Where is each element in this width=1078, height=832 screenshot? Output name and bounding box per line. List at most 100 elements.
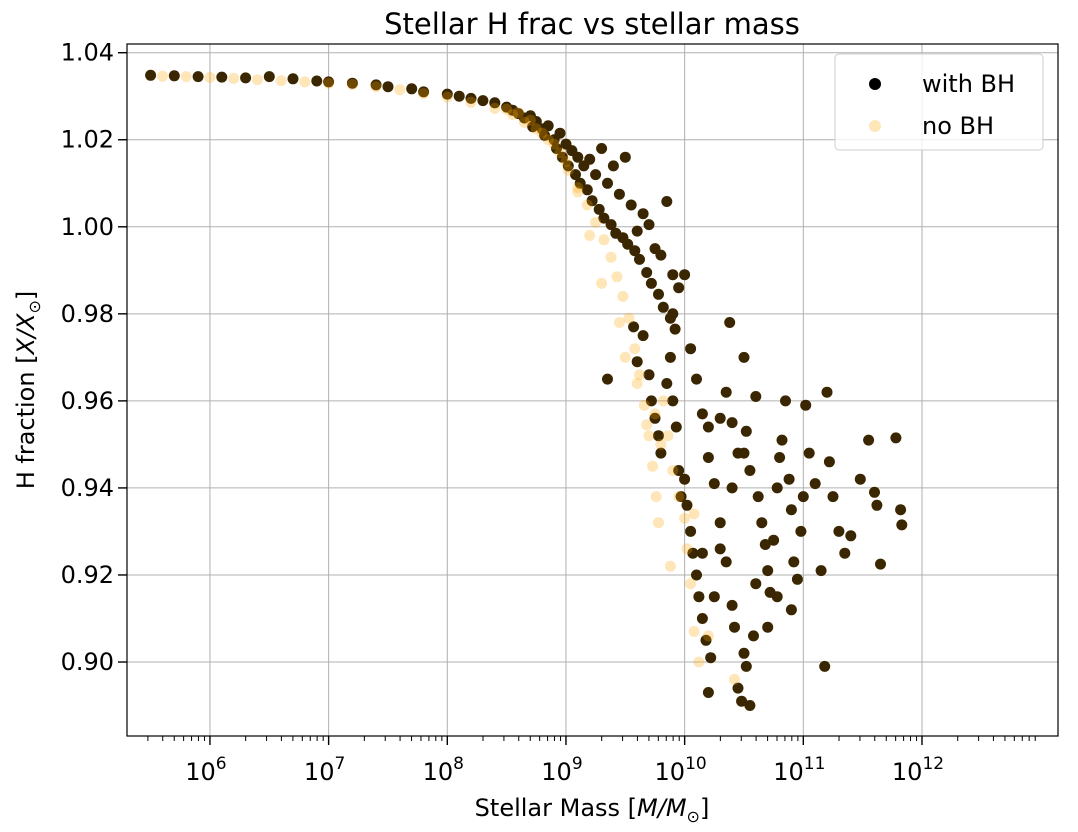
legend-marker-no-bh — [869, 120, 881, 132]
data-point — [738, 351, 750, 363]
data-point — [560, 156, 572, 167]
data-point — [657, 395, 669, 407]
data-point — [679, 473, 691, 485]
data-point — [768, 534, 780, 546]
data-point — [693, 591, 705, 603]
data-point — [685, 525, 697, 537]
data-point — [744, 700, 756, 711]
data-point — [673, 491, 685, 503]
data-point — [631, 378, 643, 389]
data-point — [669, 323, 681, 335]
data-point — [740, 425, 752, 437]
data-point — [418, 86, 430, 98]
data-point — [554, 127, 566, 139]
data-point — [370, 81, 382, 93]
data-point — [240, 72, 252, 84]
data-point — [441, 91, 453, 103]
data-point — [726, 599, 738, 611]
data-point — [655, 447, 667, 459]
data-point — [370, 79, 382, 91]
y-tick-label: 1.00 — [61, 213, 114, 241]
data-point — [664, 560, 676, 572]
data-point — [551, 143, 562, 154]
data-point — [726, 482, 738, 494]
legend-box — [834, 53, 1044, 151]
data-point — [602, 373, 613, 385]
data-point — [634, 369, 645, 381]
data-point — [649, 408, 661, 420]
data-point — [556, 151, 568, 163]
x-tick-label: 109 — [541, 754, 582, 786]
data-point — [489, 102, 501, 114]
data-point — [465, 92, 477, 104]
data-point — [477, 95, 489, 107]
data-point — [643, 430, 655, 442]
data-point — [323, 76, 335, 88]
data-point — [702, 452, 714, 463]
data-point — [548, 138, 560, 150]
data-point — [702, 630, 714, 642]
data-point — [542, 120, 554, 132]
data-point — [628, 321, 640, 333]
data-point — [598, 234, 610, 246]
data-point — [705, 652, 717, 664]
data-point — [736, 695, 748, 707]
y-tick-label: 0.92 — [61, 561, 114, 589]
data-point — [653, 430, 664, 442]
data-point — [581, 184, 593, 196]
data-point — [685, 578, 697, 590]
data-point — [785, 604, 797, 616]
data-point — [744, 465, 756, 476]
legend-label-with-bh: with BH — [922, 70, 1015, 98]
data-point — [157, 70, 168, 82]
data-point — [691, 373, 702, 385]
data-point — [871, 499, 883, 511]
data-point — [406, 83, 418, 95]
data-point — [740, 660, 752, 672]
data-point — [645, 277, 657, 289]
data-point — [572, 186, 584, 198]
y-tick-label: 0.96 — [61, 387, 114, 415]
data-point — [667, 308, 679, 320]
data-point — [625, 199, 637, 211]
data-point — [702, 421, 714, 433]
data-point — [748, 630, 759, 642]
data-point — [629, 245, 641, 257]
data-point — [611, 271, 623, 283]
series-no-bh — [157, 70, 740, 685]
data-point — [729, 621, 740, 633]
data-point — [346, 77, 358, 89]
data-point — [145, 69, 157, 81]
data-point — [605, 251, 617, 263]
data-point — [394, 84, 406, 96]
data-point — [584, 230, 596, 241]
data-point — [771, 591, 783, 603]
data-point — [507, 109, 519, 120]
plot-frame — [126, 43, 1059, 737]
data-point — [821, 386, 833, 398]
data-point — [662, 430, 674, 442]
data-point — [681, 543, 693, 555]
data-point — [839, 547, 851, 559]
data-point — [180, 71, 192, 83]
legend: with BH no BH — [834, 53, 1044, 151]
data-point — [667, 395, 679, 407]
data-point — [708, 478, 720, 490]
data-point — [619, 151, 631, 163]
data-point — [649, 412, 661, 424]
legend-marker-with-bh — [869, 78, 881, 90]
data-point — [623, 312, 635, 324]
data-point — [501, 103, 513, 115]
data-point — [791, 573, 803, 585]
data-point — [192, 71, 204, 83]
data-point — [869, 486, 880, 498]
data-point — [800, 399, 812, 411]
grid-lines — [127, 44, 1058, 736]
data-point — [759, 539, 771, 550]
data-point — [776, 434, 788, 446]
data-point — [586, 195, 598, 207]
data-point — [863, 434, 875, 446]
data-point — [771, 482, 783, 494]
data-point — [726, 417, 738, 429]
